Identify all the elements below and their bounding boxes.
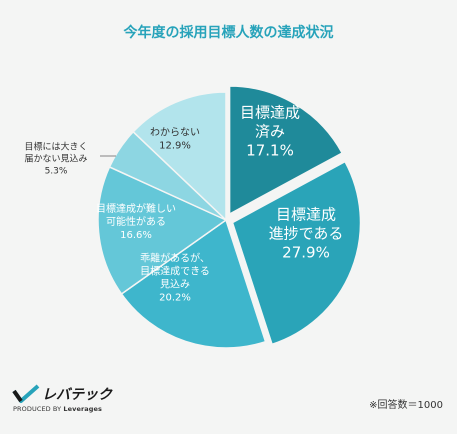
- slice-value-label-2: 20.2%: [159, 293, 191, 304]
- brand-subtitle: PRODUCED BY Leverages: [13, 405, 103, 413]
- slice-label-1: 目標達成: [276, 206, 336, 224]
- brand-name: レバテック: [42, 387, 112, 403]
- slice-value-label-5: 12.9%: [159, 141, 191, 152]
- slice-label-3: 可能性がある: [106, 215, 166, 228]
- slice-label-3: 目標達成が難しい: [96, 202, 176, 215]
- slice-label-0: 目標達成: [240, 104, 300, 122]
- slice-label-2: 乖離があるが、: [140, 252, 210, 265]
- slice-label-5: わからない: [150, 127, 200, 139]
- slice-value-label-1: 27.9%: [282, 244, 330, 262]
- brand-logo: レバテック PRODUCED BY Leverages: [12, 384, 142, 418]
- slice-label-2: 見込み: [160, 279, 190, 291]
- pie-slice-5: [132, 91, 227, 222]
- response-count-note: ※回答数＝1000: [369, 400, 443, 411]
- slice-label-0: 済み: [255, 123, 285, 141]
- pie-slice-0: [228, 85, 344, 216]
- chart-title: 今年度の採用目標人数の達成状況: [123, 25, 334, 41]
- slice-label-4: 届かない見込み: [24, 154, 87, 165]
- slice-value-label-3: 16.6%: [120, 230, 152, 241]
- pie-slice-3: [97, 165, 228, 295]
- slice-value-label-4: 5.3%: [45, 167, 68, 177]
- slice-value-label-0: 17.1%: [246, 142, 294, 160]
- slice-label-2: 目標達成できる: [140, 265, 210, 278]
- slice-label-1: 進捗である: [269, 225, 344, 243]
- slice-label-4: 目標には大きく: [24, 141, 87, 153]
- logo-check-icon: [12, 384, 40, 403]
- pie-slice-1: [231, 160, 362, 346]
- pie-slice-2: [120, 218, 267, 349]
